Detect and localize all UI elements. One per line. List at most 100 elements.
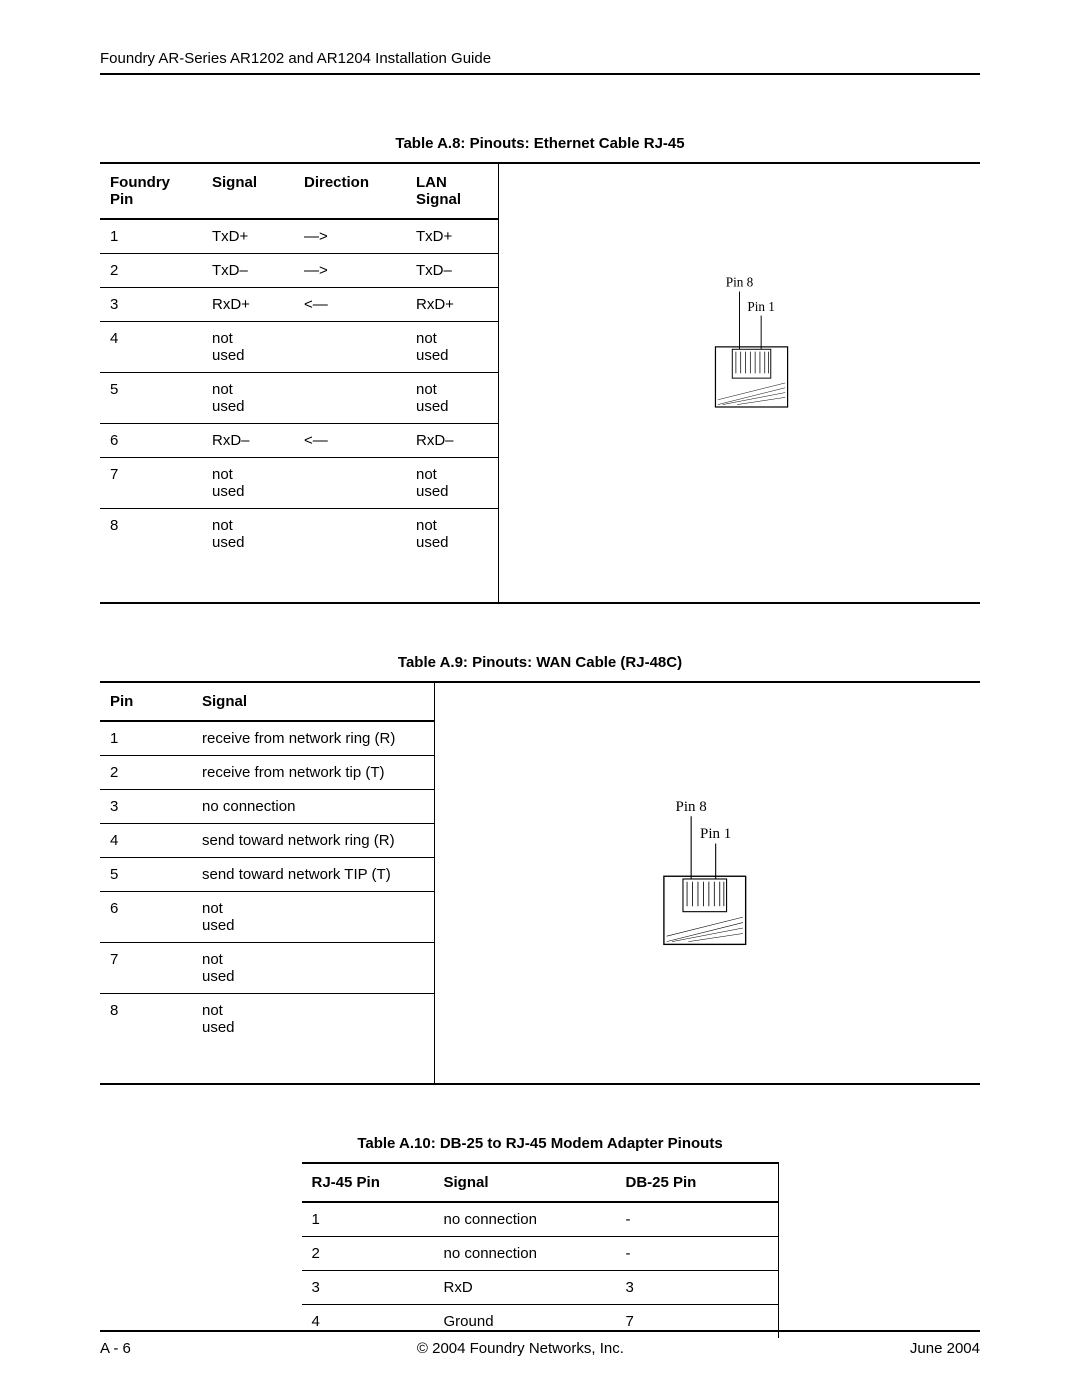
- table-row: 1no connection-: [302, 1202, 779, 1237]
- table-cell: [294, 373, 406, 424]
- table-cell: no connection: [192, 789, 434, 823]
- table-cell: -: [616, 1202, 779, 1237]
- table-cell: receive from network ring (R): [192, 721, 434, 756]
- table-cell: [294, 458, 406, 509]
- pin8-label: Pin 8: [726, 275, 754, 290]
- table-a10-section: RJ-45 PinSignalDB-25 Pin1no connection-2…: [100, 1162, 980, 1338]
- table-cell: [294, 322, 406, 373]
- table-cell: notused: [406, 322, 498, 373]
- table-cell: 2: [100, 755, 192, 789]
- footer-date: June 2004: [910, 1340, 980, 1357]
- table-row: 3no connection: [100, 789, 434, 823]
- table-cell: notused: [202, 509, 294, 560]
- table-row: 4notusednotused: [100, 322, 498, 373]
- table-a9-title: Table A.9: Pinouts: WAN Cable (RJ-48C): [100, 654, 980, 671]
- table-cell: RxD+: [406, 288, 498, 322]
- table-cell: 4: [100, 823, 192, 857]
- table-row: 1receive from network ring (R): [100, 721, 434, 756]
- table-cell: 3: [100, 288, 202, 322]
- table-a10-title: Table A.10: DB-25 to RJ-45 Modem Adapter…: [100, 1135, 980, 1152]
- table-cell: —>: [294, 219, 406, 254]
- table-a9-section: PinSignal1receive from network ring (R)2…: [100, 681, 980, 1085]
- table-cell: 3: [302, 1271, 434, 1305]
- rj45-diagram-a9: Pin 8 Pin 1: [435, 683, 980, 1083]
- table-row: 5send toward network TIP (T): [100, 857, 434, 891]
- table-cell: RxD–: [202, 424, 294, 458]
- table-a8-wrap: FoundryPinSignalDirectionLANSignal1TxD+—…: [100, 164, 499, 602]
- column-header: RJ-45 Pin: [302, 1163, 434, 1202]
- pin1-label: Pin 1: [747, 299, 775, 314]
- table-cell: 6: [100, 891, 192, 942]
- table-a9: PinSignal1receive from network ring (R)2…: [100, 683, 434, 1044]
- footer-page-number: A - 6: [100, 1340, 131, 1357]
- table-row: 6notused: [100, 891, 434, 942]
- page-footer: A - 6 © 2004 Foundry Networks, Inc. June…: [100, 1330, 980, 1357]
- table-cell: notused: [406, 458, 498, 509]
- table-row: 3RxD3: [302, 1271, 779, 1305]
- table-row: 8notused: [100, 993, 434, 1044]
- column-header: Pin: [100, 683, 192, 721]
- table-cell: -: [616, 1237, 779, 1271]
- column-header: LANSignal: [406, 164, 498, 219]
- pin8-label: Pin 8: [676, 799, 707, 815]
- table-cell: receive from network tip (T): [192, 755, 434, 789]
- footer-copyright: © 2004 Foundry Networks, Inc.: [417, 1340, 624, 1357]
- table-row: 8notusednotused: [100, 509, 498, 560]
- table-cell: notused: [202, 458, 294, 509]
- header-title: Foundry AR-Series AR1202 and AR1204 Inst…: [100, 50, 491, 67]
- table-cell: RxD+: [202, 288, 294, 322]
- table-cell: 5: [100, 857, 192, 891]
- table-cell: 6: [100, 424, 202, 458]
- table-a8-title: Table A.8: Pinouts: Ethernet Cable RJ-45: [100, 135, 980, 152]
- table-cell: RxD–: [406, 424, 498, 458]
- table-a9-wrap: PinSignal1receive from network ring (R)2…: [100, 683, 435, 1083]
- table-cell: 1: [100, 219, 202, 254]
- table-row: 7notusednotused: [100, 458, 498, 509]
- table-cell: 2: [302, 1237, 434, 1271]
- table-cell: notused: [192, 942, 434, 993]
- table-cell: RxD: [434, 1271, 616, 1305]
- table-row: 2receive from network tip (T): [100, 755, 434, 789]
- table-cell: TxD+: [202, 219, 294, 254]
- table-cell: [294, 509, 406, 560]
- pin1-label: Pin 1: [700, 826, 731, 842]
- table-cell: —>: [294, 254, 406, 288]
- table-a8-section: FoundryPinSignalDirectionLANSignal1TxD+—…: [100, 162, 980, 604]
- column-header: Direction: [294, 164, 406, 219]
- table-cell: 5: [100, 373, 202, 424]
- table-row: 5notusednotused: [100, 373, 498, 424]
- table-cell: 2: [100, 254, 202, 288]
- table-cell: notused: [192, 891, 434, 942]
- table-cell: 1: [302, 1202, 434, 1237]
- page-header: Foundry AR-Series AR1202 and AR1204 Inst…: [100, 50, 980, 75]
- table-row: 3RxD+<—RxD+: [100, 288, 498, 322]
- column-header: DB-25 Pin: [616, 1163, 779, 1202]
- table-cell: TxD–: [406, 254, 498, 288]
- table-cell: 8: [100, 509, 202, 560]
- table-row: 1TxD+—>TxD+: [100, 219, 498, 254]
- table-cell: 8: [100, 993, 192, 1044]
- table-cell: notused: [192, 993, 434, 1044]
- table-cell: TxD–: [202, 254, 294, 288]
- table-cell: <—: [294, 424, 406, 458]
- table-cell: notused: [202, 322, 294, 373]
- table-row: 7notused: [100, 942, 434, 993]
- column-header: Signal: [202, 164, 294, 219]
- table-row: 2no connection-: [302, 1237, 779, 1271]
- table-cell: send toward network TIP (T): [192, 857, 434, 891]
- table-a10: RJ-45 PinSignalDB-25 Pin1no connection-2…: [302, 1162, 779, 1338]
- table-cell: notused: [202, 373, 294, 424]
- table-row: 6RxD–<—RxD–: [100, 424, 498, 458]
- table-a8: FoundryPinSignalDirectionLANSignal1TxD+—…: [100, 164, 498, 559]
- table-cell: 3: [100, 789, 192, 823]
- column-header: Signal: [434, 1163, 616, 1202]
- column-header: Signal: [192, 683, 434, 721]
- rj45-connector-icon: Pin 8 Pin 1: [499, 164, 980, 602]
- table-cell: 4: [100, 322, 202, 373]
- rj45-diagram-a8: Pin 8 Pin 1: [499, 164, 980, 602]
- table-cell: TxD+: [406, 219, 498, 254]
- table-cell: 3: [616, 1271, 779, 1305]
- table-cell: send toward network ring (R): [192, 823, 434, 857]
- table-cell: notused: [406, 509, 498, 560]
- table-row: 2TxD–—>TxD–: [100, 254, 498, 288]
